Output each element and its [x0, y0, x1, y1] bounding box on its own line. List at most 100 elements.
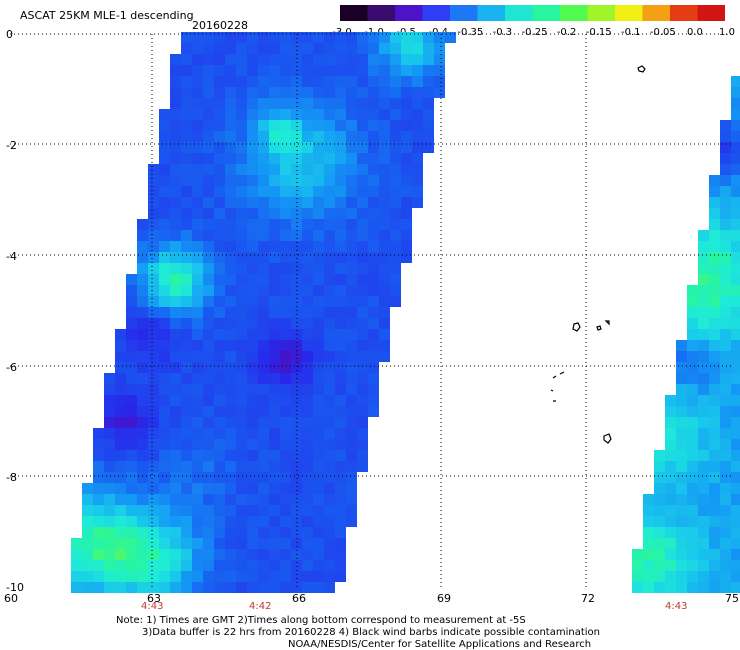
colorbar-segment — [505, 5, 534, 21]
swath-cell — [269, 241, 280, 252]
swath-cell — [236, 318, 247, 329]
swath-cell — [731, 87, 740, 98]
swath-cell — [181, 307, 192, 318]
swath-cell — [698, 494, 709, 505]
swath-cell — [192, 307, 203, 318]
swath-cell — [192, 263, 203, 274]
swath-cell — [214, 32, 225, 43]
swath-cell — [192, 395, 203, 406]
swath-cell — [137, 296, 148, 307]
swath-cell — [203, 263, 214, 274]
swath-cell — [720, 241, 731, 252]
swath-cell — [236, 472, 247, 483]
swath-cell — [203, 428, 214, 439]
swath-cell — [137, 516, 148, 527]
swath-cell — [302, 527, 313, 538]
swath-cell — [709, 428, 720, 439]
swath-cell — [181, 186, 192, 197]
swath-cell — [181, 560, 192, 571]
swath-cell — [357, 263, 368, 274]
swath-cell — [423, 142, 434, 153]
swath-cell — [346, 54, 357, 65]
swath-cell — [269, 406, 280, 417]
swath-cell — [698, 307, 709, 318]
swath-cell — [280, 538, 291, 549]
swath-cell — [346, 307, 357, 318]
swath-cell — [104, 428, 115, 439]
swath-cell — [280, 549, 291, 560]
swath-cell — [93, 582, 104, 593]
swath-cell — [346, 384, 357, 395]
swath-cell — [280, 362, 291, 373]
swath-cell — [687, 571, 698, 582]
swath-cell — [159, 186, 170, 197]
swath-cell — [170, 65, 181, 76]
swath-cell — [126, 538, 137, 549]
swath-cell — [401, 76, 412, 87]
swath-cell — [291, 450, 302, 461]
swath-cell — [247, 230, 258, 241]
swath-cell — [709, 230, 720, 241]
swath-cell — [280, 483, 291, 494]
swath-cell — [214, 417, 225, 428]
swath-cell — [698, 263, 709, 274]
swath-cell — [203, 318, 214, 329]
swath-cell — [236, 285, 247, 296]
swath-cell — [269, 505, 280, 516]
swath-cell — [170, 417, 181, 428]
swath-cell — [324, 164, 335, 175]
swath-cell — [335, 164, 346, 175]
swath-cell — [698, 428, 709, 439]
swath-cell — [104, 516, 115, 527]
swath-cell — [324, 307, 335, 318]
swath-cell — [280, 219, 291, 230]
swath-cell — [203, 406, 214, 417]
swath-cell — [324, 252, 335, 263]
swath-cell — [203, 450, 214, 461]
swath-cell — [324, 186, 335, 197]
swath-cell — [368, 186, 379, 197]
swath-cell — [324, 472, 335, 483]
swath-cell — [115, 505, 126, 516]
swath-cell — [258, 571, 269, 582]
swath-cell — [731, 439, 740, 450]
swath-cell — [104, 406, 115, 417]
swath-cell — [709, 439, 720, 450]
swath-cell — [192, 153, 203, 164]
swath-cell — [115, 582, 126, 593]
swath-cell — [137, 318, 148, 329]
swath-cell — [687, 494, 698, 505]
swath-cell — [148, 483, 159, 494]
swath-cell — [236, 373, 247, 384]
swath-cell — [181, 461, 192, 472]
swath-cell — [269, 164, 280, 175]
swath-cell — [225, 76, 236, 87]
swath-cell — [390, 120, 401, 131]
swath-cell — [346, 428, 357, 439]
swath-cell — [368, 109, 379, 120]
swath-cell — [291, 439, 302, 450]
swath-cell — [159, 516, 170, 527]
swath-cell — [709, 571, 720, 582]
swath-cell — [720, 461, 731, 472]
swath-cell — [654, 461, 665, 472]
swath-cell — [291, 76, 302, 87]
swath-cell — [159, 538, 170, 549]
swath-cell — [214, 175, 225, 186]
swath-cell — [368, 285, 379, 296]
swath-cell — [324, 197, 335, 208]
swath-cell — [731, 153, 740, 164]
swath-cell — [115, 329, 126, 340]
swath-cell — [181, 208, 192, 219]
swath-cell — [731, 538, 740, 549]
swath-cell — [665, 571, 676, 582]
swath-cell — [324, 516, 335, 527]
swath-cell — [654, 450, 665, 461]
swath-cell — [203, 142, 214, 153]
swath-cell — [181, 76, 192, 87]
swath-cell — [115, 340, 126, 351]
swath-cell — [192, 340, 203, 351]
swath-cell — [687, 373, 698, 384]
swath-cell — [225, 219, 236, 230]
swath-cell — [181, 219, 192, 230]
